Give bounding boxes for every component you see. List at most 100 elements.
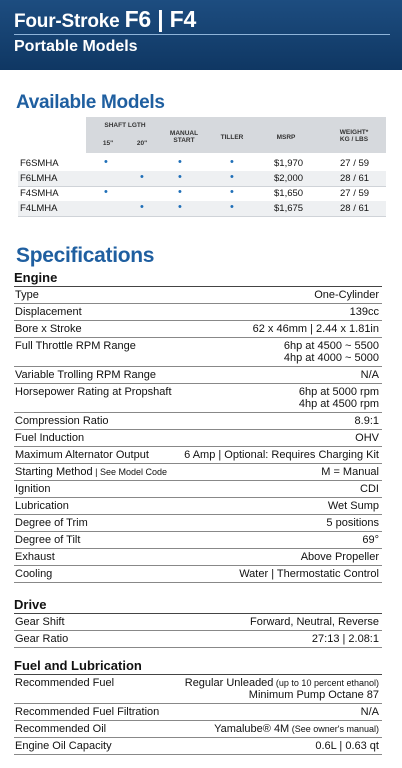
spec-value-text: Water | Thermostatic Control [239, 568, 379, 580]
spec-label-text: Starting Method [15, 466, 93, 478]
spec-label-text: Full Throttle RPM Range [15, 340, 136, 352]
model-weight: 27 / 59 [340, 188, 370, 199]
header-msrp: MSRP [276, 134, 296, 141]
spec-value-note: (See owner's manual) [289, 724, 379, 734]
spec-value: 62 x 46mm | 2.44 x 1.81in [253, 323, 379, 335]
header-manual-start: MANUAL START [166, 130, 202, 144]
spec-value: N/A [361, 369, 379, 381]
spec-value: One-Cylinder [314, 289, 379, 301]
model-weight: 28 / 61 [340, 203, 370, 214]
page-header: Four-Stroke F6 | F4 Portable Models [0, 0, 402, 70]
model-msrp: $1,970 [274, 158, 304, 169]
spec-value: 27:13 | 2.08:1 [312, 633, 379, 645]
model-tiller-dot: • [230, 201, 234, 213]
model-tiller-dot: • [230, 171, 234, 183]
spec-value-text: Forward, Neutral, Reverse [250, 616, 379, 628]
spec-label-text: Cooling [15, 568, 53, 580]
spec-label: Exhaust [15, 551, 55, 563]
spec-value-text: 8.9:1 [354, 415, 379, 427]
spec-label: Compression Ratio [15, 415, 109, 427]
spec-value: Above Propeller [301, 551, 379, 563]
spec-label: Degree of Trim [15, 517, 88, 529]
spec-value: Wet Sump [328, 500, 379, 512]
model-name: F4LMHA [20, 203, 58, 214]
spec-value-text: Above Propeller [300, 551, 379, 563]
spec-label: Full Throttle RPM Range [15, 340, 136, 352]
spec-value: 8.9:1 [355, 415, 379, 427]
spec-label: Ignition [15, 483, 50, 495]
spec-value: 6hp at 5000 rpm 4hp at 4500 rpm [299, 386, 379, 410]
model-s15-dot: • [104, 186, 108, 198]
spec-label-text: Gear Ratio [15, 633, 69, 645]
spec-value-line2: 4hp at 4000 ~ 5000 [283, 352, 379, 364]
spec-label: Recommended Fuel Filtration [15, 706, 159, 718]
spec-row: Starting Method | See Model Code M = Manu… [14, 464, 382, 481]
models-table-header: SHAFT LGTH 15" 20" MANUAL START TILLER M… [86, 117, 386, 153]
spec-value-text: N/A [360, 706, 379, 718]
spec-value: Yamalube® 4M (See owner's manual) [214, 723, 379, 735]
spec-label: Maximum Alternator Output [15, 449, 149, 461]
spec-label: Recommended Fuel [15, 677, 114, 689]
spec-row: Horsepower Rating at Propshaft 6hp at 500… [14, 384, 382, 413]
spec-label-text: Fuel Induction [15, 432, 85, 444]
spec-label: Degree of Tilt [15, 534, 80, 546]
spec-value-text: 5 positions [326, 517, 379, 529]
header-shaft-15: 15" [102, 140, 114, 147]
header-weight-line1: WEIGHT* [339, 129, 369, 136]
header-manual-start-line1: MANUAL [169, 130, 199, 137]
spec-row: Compression Ratio 8.9:1 [14, 413, 382, 430]
spec-value: 5 positions [326, 517, 379, 529]
header-shaft-length: SHAFT LGTH [104, 122, 146, 129]
model-name: F6SMHA [20, 158, 59, 169]
spec-value-line2: Minimum Pump Octane 87 [248, 689, 379, 701]
drive-group-title: Drive [14, 597, 47, 612]
spec-row: Cooling Water | Thermostatic Control [14, 566, 382, 583]
spec-label: Recommended Oil [15, 723, 106, 735]
spec-value-text: 0.6L | 0.63 qt [315, 740, 379, 752]
spec-row: Maximum Alternator Output 6 Amp | Optiona… [14, 447, 382, 464]
model-weight: 28 / 61 [340, 173, 370, 184]
spec-row: Exhaust Above Propeller [14, 549, 382, 566]
spec-value-line2: 4hp at 4500 rpm [298, 398, 379, 410]
spec-value-text: 6hp at 5000 rpm [298, 386, 379, 398]
spec-label-note: | See Model Code [92, 467, 168, 477]
spec-label: Gear Shift [15, 616, 65, 628]
model-row: F4SMHA • • • $1,650 27 / 59 [18, 186, 386, 202]
spec-label: Lubrication [15, 500, 69, 512]
spec-row: Type One-Cylinder [14, 287, 382, 304]
spec-label-text: Gear Shift [15, 616, 65, 628]
spec-value: 6 Amp | Optional: Requires Charging Kit [184, 449, 379, 461]
model-tiller-dot: • [230, 186, 234, 198]
spec-value: 0.6L | 0.63 qt [315, 740, 379, 752]
spec-row: Full Throttle RPM Range 6hp at 4500 ~ 550… [14, 338, 382, 367]
spec-value-text: Regular Unleaded [184, 677, 274, 689]
spec-value: OHV [355, 432, 379, 444]
header-shaft-20: 20" [136, 140, 148, 147]
spec-label-text: Type [15, 289, 39, 301]
spec-value-text: One-Cylinder [314, 289, 379, 301]
spec-row: Gear Shift Forward, Neutral, Reverse [14, 614, 382, 631]
header-tiller: TILLER [220, 134, 244, 141]
spec-label-text: Recommended Fuel Filtration [15, 706, 160, 718]
model-s15-dot: • [104, 156, 108, 168]
header-manual-start-line2: START [173, 137, 195, 144]
spec-value: Regular Unleaded (up to 10 percent ethan… [185, 677, 379, 701]
spec-row: Recommended Fuel Regular Unleaded (up to … [14, 675, 382, 704]
spec-value: N/A [361, 706, 379, 718]
model-weight: 27 / 59 [340, 158, 370, 169]
model-s20-dot: • [140, 201, 144, 213]
header-weight: WEIGHT* KG / LBS [326, 129, 382, 143]
spec-row: Degree of Trim 5 positions [14, 515, 382, 532]
spec-label-text: Recommended Oil [15, 723, 107, 735]
spec-row: Degree of Tilt 69° [14, 532, 382, 549]
model-msrp: $1,675 [274, 203, 304, 214]
model-row: F4LMHA • • • $1,675 28 / 61 [18, 201, 386, 217]
spec-label-text: Lubrication [15, 500, 69, 512]
spec-value-text: 69° [362, 534, 379, 546]
spec-value-text: N/A [360, 369, 379, 381]
spec-label: Cooling [15, 568, 52, 580]
spec-label-text: Variable Trolling RPM Range [15, 369, 157, 381]
model-msrp: $2,000 [274, 173, 304, 184]
model-manual-dot: • [178, 156, 182, 168]
spec-label: Displacement [15, 306, 82, 318]
